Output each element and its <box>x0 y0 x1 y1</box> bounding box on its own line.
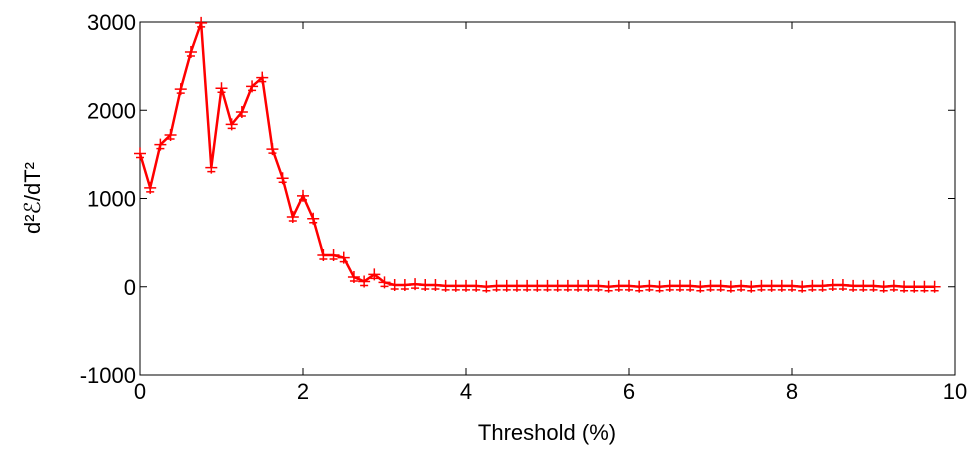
point-marker <box>867 279 880 292</box>
point-marker <box>439 279 452 292</box>
point-marker <box>164 128 177 141</box>
y-tick-label: 3000 <box>87 10 136 35</box>
point-marker <box>623 279 635 292</box>
point-marker <box>358 275 371 288</box>
point-marker <box>174 83 187 96</box>
point-marker <box>572 279 585 292</box>
point-marker <box>144 181 157 194</box>
point-marker <box>928 280 941 293</box>
point-marker <box>714 279 727 292</box>
x-tick-label: 8 <box>786 379 798 404</box>
point-marker <box>347 271 360 284</box>
point-marker <box>643 279 656 292</box>
point-marker <box>673 279 686 292</box>
point-marker <box>541 279 554 292</box>
point-marker <box>796 280 809 293</box>
point-marker <box>724 280 737 293</box>
point-marker <box>235 106 248 119</box>
point-marker <box>500 279 513 292</box>
point-marker <box>195 16 208 29</box>
point-marker <box>276 172 289 185</box>
point-marker <box>134 147 146 160</box>
point-marker <box>592 279 605 292</box>
point-marker <box>429 278 442 291</box>
point-marker <box>470 279 483 292</box>
point-marker <box>898 280 911 293</box>
point-marker <box>684 279 697 292</box>
point-marker <box>531 279 544 292</box>
point-marker <box>602 280 615 293</box>
x-tick-label: 4 <box>460 379 472 404</box>
point-marker <box>378 276 391 289</box>
point-marker <box>633 280 646 293</box>
point-marker <box>215 82 228 95</box>
point-marker <box>561 279 574 292</box>
point-marker <box>419 278 432 291</box>
y-tick-label: 0 <box>124 275 136 300</box>
point-marker <box>246 80 259 93</box>
point-marker <box>826 278 839 291</box>
point-marker <box>225 118 238 131</box>
point-marker <box>521 279 534 292</box>
point-marker <box>409 278 422 291</box>
point-marker <box>398 278 411 291</box>
x-tick-label: 6 <box>623 379 635 404</box>
point-marker <box>612 279 625 292</box>
point-marker <box>510 279 523 292</box>
point-marker <box>653 280 666 293</box>
point-marker <box>154 138 167 151</box>
point-marker <box>806 279 819 292</box>
point-marker <box>286 211 299 224</box>
point-marker <box>480 280 493 293</box>
point-marker <box>877 280 890 293</box>
point-marker <box>847 279 860 292</box>
point-marker <box>582 279 595 292</box>
point-marker <box>918 280 931 293</box>
point-marker <box>460 279 472 292</box>
point-marker <box>755 279 768 292</box>
point-marker <box>184 46 197 59</box>
point-marker <box>704 279 717 292</box>
y-axis-label: d²ℰ/dT² <box>20 162 45 234</box>
point-marker <box>205 161 218 174</box>
point-marker <box>663 279 676 292</box>
x-tick-label: 10 <box>943 379 967 404</box>
point-marker <box>551 279 564 292</box>
point-marker <box>449 279 462 292</box>
y-tick-label: 2000 <box>87 98 136 123</box>
point-marker <box>735 279 748 292</box>
point-marker <box>317 248 330 261</box>
point-marker <box>765 279 778 292</box>
point-marker <box>307 212 320 225</box>
x-tick-label: 2 <box>297 379 309 404</box>
point-marker <box>836 278 849 291</box>
point-marker <box>816 279 829 292</box>
x-tick-label: 0 <box>134 379 146 404</box>
y-tick-label: 1000 <box>87 187 136 212</box>
point-marker <box>337 251 350 264</box>
point-marker <box>908 280 921 293</box>
y-tick-label: -1000 <box>80 363 136 388</box>
point-marker <box>256 71 269 84</box>
point-marker <box>327 248 340 261</box>
point-marker <box>266 143 279 156</box>
point-marker <box>297 189 309 202</box>
x-axis-label: Threshold (%) <box>478 420 616 445</box>
point-marker <box>887 279 900 292</box>
point-marker <box>775 279 788 292</box>
point-marker <box>745 280 758 293</box>
point-marker <box>786 279 798 292</box>
point-marker <box>490 279 503 292</box>
point-marker <box>388 278 401 291</box>
point-marker <box>694 280 707 293</box>
point-marker <box>368 268 381 281</box>
point-marker <box>857 279 870 292</box>
data-line <box>138 22 935 289</box>
